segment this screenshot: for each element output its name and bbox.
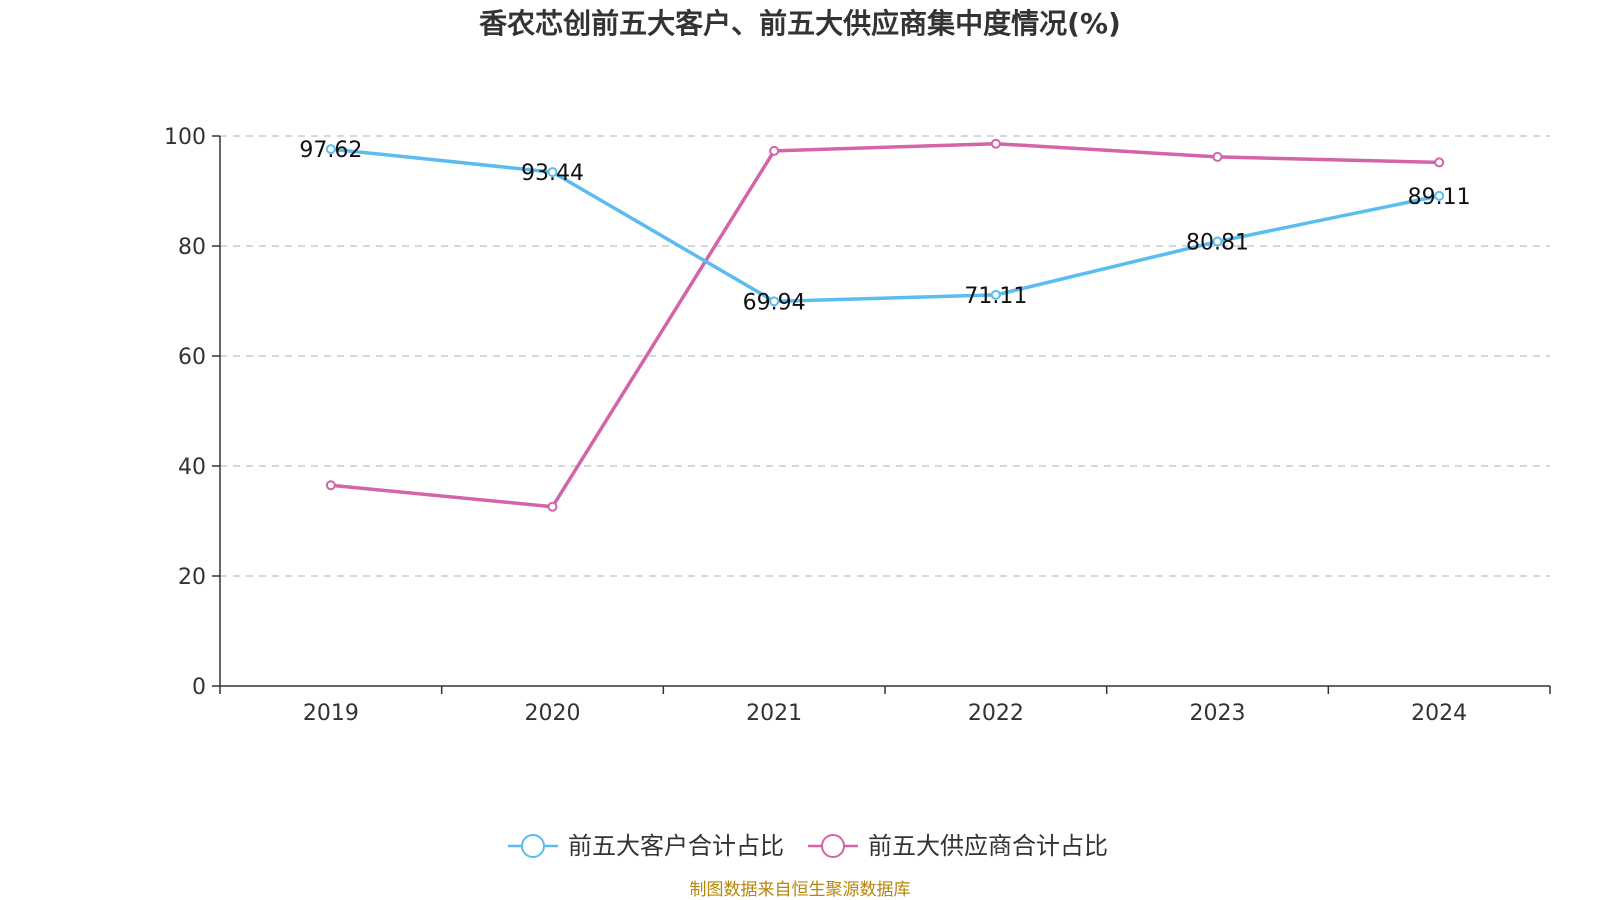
data-label: 89.11 [1408,185,1471,210]
data-label: 97.62 [299,138,362,163]
data-label: 71.11 [964,284,1027,309]
y-tick-label: 100 [164,125,206,150]
legend-item-2[interactable]: 前五大供应商合计占比 [808,832,1108,860]
legend-label: 前五大客户合计占比 [568,832,784,860]
x-tick-label: 2022 [968,701,1024,726]
legend-marker [821,834,845,858]
series [325,138,1445,512]
data-point[interactable] [547,501,558,512]
legend-label: 前五大供应商合计占比 [868,832,1108,860]
grid-lines [220,135,1550,577]
chart-title: 香农芯创前五大客户、前五大供应商集中度情况(%) [479,7,1121,40]
x-tick-label: 2021 [746,701,802,726]
data-point[interactable] [990,289,1001,300]
data-label: 93.44 [521,161,584,186]
x-tick-label: 2019 [303,701,359,726]
data-labels: 97.62 93.44 69.94 71.11 80.81 89.11 [299,138,1470,315]
series-line-1 [330,147,1440,304]
x-tick-label: 2020 [525,701,581,726]
data-point[interactable] [1212,151,1223,162]
data-point[interactable] [769,145,780,156]
series-line-2 [330,141,1440,509]
legend-item-1[interactable]: 前五大客户合计占比 [508,832,784,860]
data-point[interactable] [547,167,558,178]
data-point[interactable] [1434,157,1445,168]
x-tick-label: 2023 [1190,701,1246,726]
data-point[interactable] [1434,190,1445,201]
y-tick-label: 20 [178,565,206,590]
legend[interactable]: 前五大客户合计占比 前五大供应商合计占比 [508,832,1108,860]
y-tick-label: 80 [178,235,206,260]
data-point[interactable] [990,138,1001,149]
y-tick-label: 0 [192,675,206,700]
data-label: 69.94 [743,290,806,315]
y-tick-label: 60 [178,345,206,370]
data-point[interactable] [769,296,780,307]
legend-marker [521,834,545,858]
x-tick-label: 2024 [1411,701,1467,726]
y-tick-label: 40 [178,455,206,480]
data-point[interactable] [325,480,336,491]
data-point[interactable] [325,144,336,155]
data-label: 80.81 [1186,231,1249,256]
axes: 0 20 40 60 80 100 2019 2020 2021 2022 2023 2024 [164,125,1551,726]
data-point[interactable] [1212,236,1223,247]
source-note: 制图数据来自恒生聚源数据库 [690,880,911,900]
